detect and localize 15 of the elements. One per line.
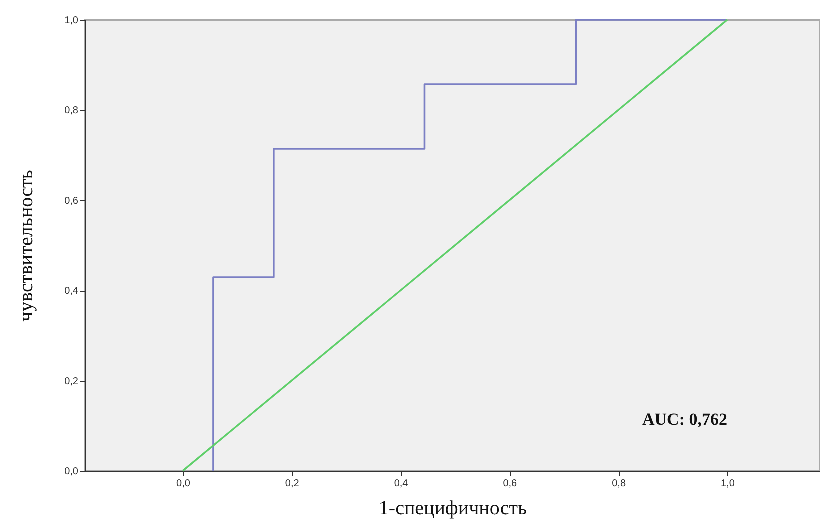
- y-axis-title: чувствительность: [16, 170, 38, 322]
- x-tick-label: 0,8: [612, 478, 626, 490]
- y-tick-label: 0,8: [64, 106, 79, 117]
- x-tick-label: 0,6: [503, 478, 518, 490]
- x-tick-label: 0,2: [285, 478, 300, 490]
- x-axis-title: 1-специфичность: [378, 498, 528, 520]
- x-tick-label: 0,0: [176, 478, 191, 490]
- x-tick-label: 1,0: [720, 478, 736, 490]
- y-tick-label: 0,6: [64, 196, 79, 207]
- y-tick-label: 0,0: [64, 466, 79, 478]
- x-tick-label: 0,4: [394, 478, 409, 490]
- y-tick-label: 0,4: [64, 286, 79, 298]
- y-tick-label: 1,0: [64, 16, 79, 26]
- y-tick-label: 0,2: [64, 376, 79, 388]
- annotation: AUC: 0,762: [642, 410, 728, 429]
